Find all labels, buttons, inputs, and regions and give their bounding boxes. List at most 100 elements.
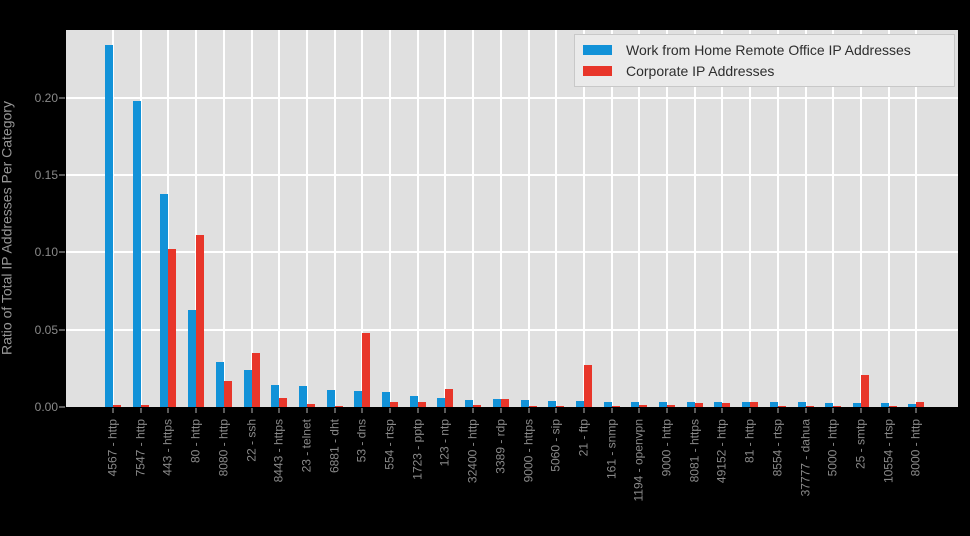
- gridline-horizontal: [66, 328, 958, 331]
- x-tick-label: 49152 - http: [714, 419, 729, 484]
- y-tick-mark: [59, 328, 65, 331]
- gridline-vertical: [527, 30, 530, 407]
- bar-wfh: [548, 401, 557, 407]
- x-tick-mark: [112, 408, 114, 413]
- y-tick-label: 0.05: [34, 322, 58, 337]
- x-tick-mark: [305, 408, 308, 413]
- gridline-vertical: [167, 30, 170, 407]
- bar-corporate: [445, 389, 454, 407]
- bar-wfh: [354, 391, 363, 407]
- legend-swatch-red: [583, 66, 612, 76]
- x-tick-label: 8081 - https: [687, 419, 702, 483]
- x-tick-mark: [527, 408, 530, 413]
- bar-corporate: [500, 399, 509, 407]
- y-tick-label: 0.00: [34, 400, 58, 414]
- gridline-vertical: [278, 30, 281, 407]
- x-tick-label: 8080 - http: [216, 419, 231, 477]
- bar-corporate: [140, 405, 149, 407]
- gridline-vertical: [832, 30, 835, 407]
- bar-corporate: [362, 333, 371, 407]
- x-tick-mark: [749, 408, 752, 413]
- x-tick-mark: [887, 408, 890, 413]
- y-tick-mark: [59, 251, 65, 254]
- bar-corporate: [916, 402, 925, 407]
- gridline-horizontal: [66, 174, 958, 177]
- x-tick-label: 1723 - pptp: [410, 419, 425, 480]
- bar-corporate: [390, 402, 398, 407]
- gridline-vertical: [804, 30, 807, 407]
- gridline-horizontal: [66, 251, 958, 254]
- gridline-vertical: [416, 30, 419, 407]
- gridline-vertical: [112, 30, 114, 407]
- bar-corporate: [667, 405, 675, 407]
- bar-corporate: [583, 365, 592, 407]
- bar-wfh: [603, 402, 612, 407]
- y-tick-mark: [59, 174, 65, 177]
- bar-corporate: [805, 406, 814, 407]
- bar-wfh: [686, 402, 695, 407]
- bar-corporate: [113, 405, 121, 407]
- x-tick-mark: [693, 408, 696, 413]
- bar-corporate: [223, 381, 232, 407]
- gridline-horizontal: [66, 96, 958, 99]
- bar-corporate: [168, 249, 177, 407]
- bar-wfh: [215, 362, 224, 407]
- bar-wfh: [409, 396, 418, 407]
- x-tick-label: 123 - ntp: [437, 419, 452, 467]
- x-tick-label: 10554 - rtsp: [881, 419, 896, 484]
- bar-wfh: [575, 401, 584, 407]
- bar-wfh: [880, 403, 889, 407]
- x-tick-label: 23 - telnet: [299, 419, 314, 473]
- bar-corporate: [306, 404, 315, 407]
- gridline-vertical: [555, 30, 558, 407]
- legend-label-wfh: Work from Home Remote Office IP Addresse…: [626, 42, 911, 58]
- gridline-vertical: [499, 30, 502, 407]
- legend-swatch-blue: [583, 45, 612, 55]
- bar-corporate: [417, 402, 426, 407]
- bar-wfh: [243, 370, 252, 407]
- x-tick-mark: [915, 408, 918, 413]
- gridline-vertical: [305, 30, 308, 407]
- x-tick-mark: [361, 408, 364, 413]
- legend-label-corporate: Corporate IP Addresses: [626, 63, 775, 79]
- gridline-vertical: [472, 30, 475, 407]
- x-tick-mark: [444, 408, 447, 413]
- bar-wfh: [769, 402, 778, 407]
- x-tick-label: 8000 - http: [908, 419, 923, 477]
- gridline-vertical: [859, 30, 862, 407]
- gridline-vertical: [582, 30, 585, 407]
- x-tick-label: 81 - http: [742, 419, 757, 464]
- y-tick-mark: [59, 96, 65, 99]
- x-tick-mark: [278, 408, 281, 413]
- bar-corporate: [777, 406, 786, 407]
- bar-corporate: [722, 403, 731, 407]
- bar-wfh: [659, 402, 667, 407]
- gridline-vertical: [333, 30, 336, 407]
- x-tick-mark: [859, 408, 862, 413]
- x-tick-label: 25 - smtp: [853, 419, 868, 470]
- legend: Work from Home Remote Office IP Addresse…: [574, 34, 955, 87]
- x-tick-mark: [139, 408, 142, 413]
- bar-wfh: [742, 402, 751, 407]
- gridline-vertical: [389, 30, 391, 407]
- x-tick-label: 8443 - https: [271, 419, 286, 483]
- bar-wfh: [437, 398, 446, 407]
- bar-wfh: [105, 45, 113, 407]
- bar-corporate: [611, 406, 620, 407]
- bar-corporate: [334, 406, 343, 407]
- x-tick-label: 3389 - rdp: [493, 419, 508, 474]
- gridline-vertical: [444, 30, 447, 407]
- gridline-vertical: [610, 30, 613, 407]
- x-tick-mark: [666, 408, 668, 413]
- x-tick-label: 161 - snmp: [604, 419, 619, 480]
- x-tick-mark: [250, 408, 253, 413]
- gridline-vertical: [195, 30, 198, 407]
- bar-corporate: [196, 235, 205, 407]
- x-tick-mark: [167, 408, 170, 413]
- bar-corporate: [556, 406, 565, 407]
- x-tick-mark: [610, 408, 613, 413]
- legend-item-wfh: Work from Home Remote Office IP Addresse…: [583, 42, 954, 58]
- x-tick-mark: [416, 408, 419, 413]
- y-axis-title: Ratio of Total IP Addresses Per Category: [0, 101, 15, 355]
- x-tick-mark: [721, 408, 724, 413]
